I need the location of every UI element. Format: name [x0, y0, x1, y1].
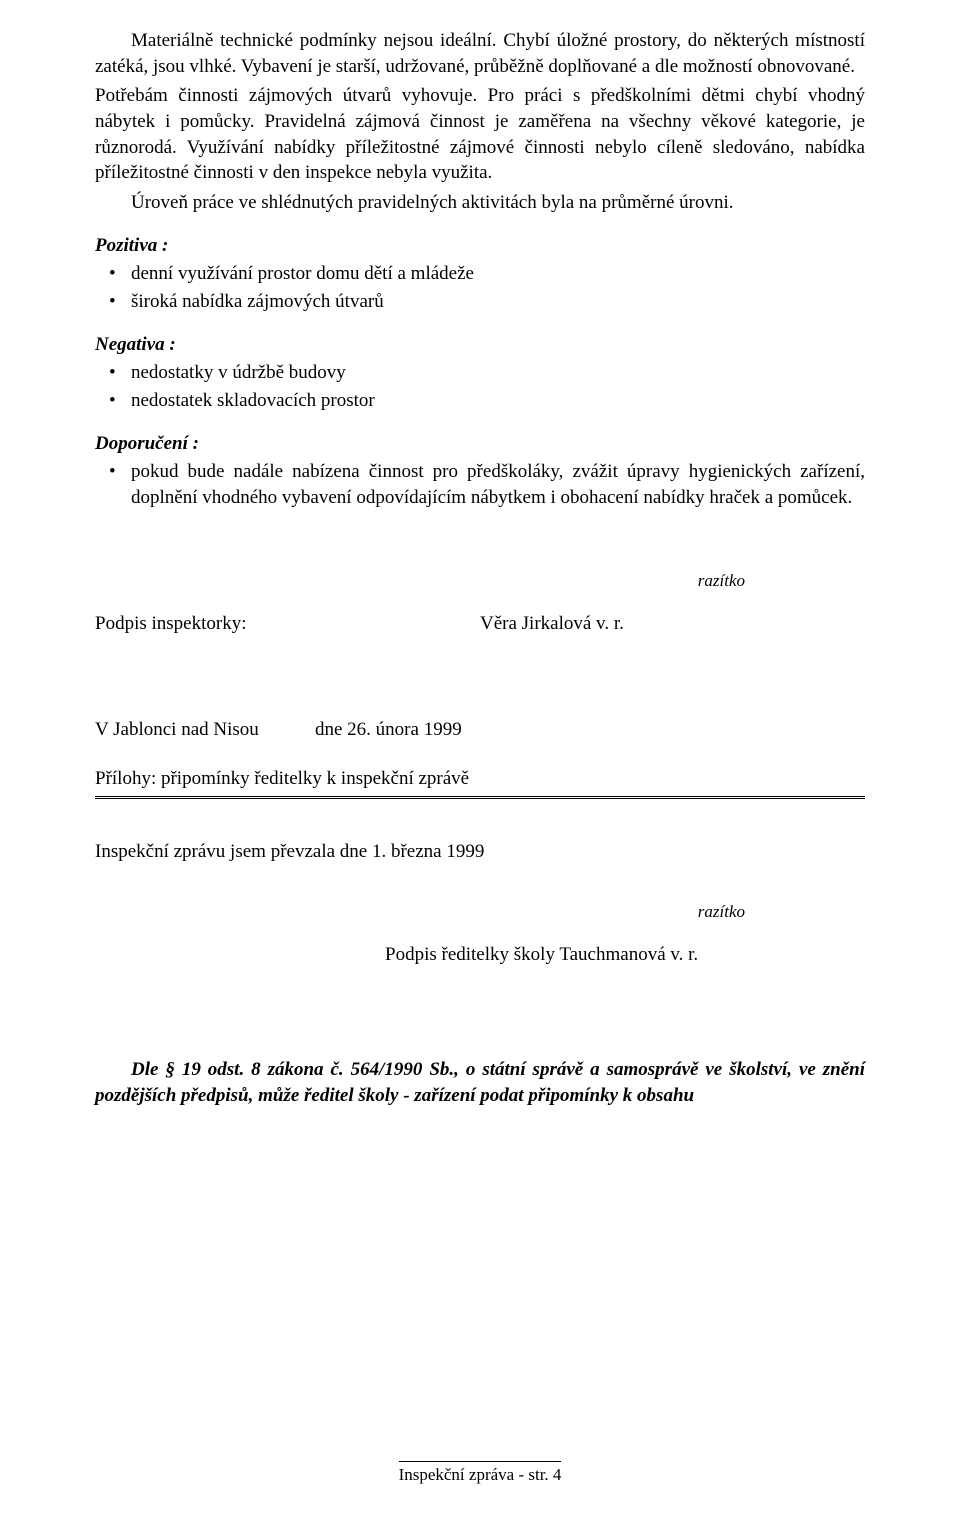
doporuceni-list: pokud bude nadále nabízena činnost pro p… — [95, 459, 865, 510]
inspector-signature-label: Podpis inspektorky: — [95, 611, 480, 637]
inspector-signature-name: Věra Jirkalová v. r. — [480, 611, 865, 637]
doporuceni-heading: Doporučení : — [95, 431, 865, 457]
list-item: pokud bude nadále nabízena činnost pro p… — [95, 459, 865, 510]
negativa-heading: Negativa : — [95, 332, 865, 358]
negativa-list: nedostatky v údržbě budovy nedostatek sk… — [95, 360, 865, 413]
attachments-line: Přílohy: připomínky ředitelky k inspekčn… — [95, 768, 469, 789]
page-footer: Inspekční zpráva - str. 4 — [0, 1461, 960, 1487]
list-item: denní využívání prostor domu dětí a mlád… — [95, 261, 865, 287]
paragraph-needs: Potřebám činnosti zájmových útvarů vyhov… — [95, 83, 865, 186]
principal-signature: Podpis ředitelky školy Tauchmanová v. r. — [385, 942, 865, 968]
paragraph-conditions: Materiálně technické podmínky nejsou ide… — [95, 28, 865, 79]
pozitiva-list: denní využívání prostor domu dětí a mlád… — [95, 261, 865, 314]
paragraph-level: Úroveň práce ve shlédnutých pravidelných… — [95, 190, 865, 216]
date-text: dne 26. února 1999 — [315, 717, 462, 743]
legal-text: Dle § 19 odst. 8 zákona č. 564/1990 Sb.,… — [95, 1057, 865, 1108]
stamp-label-2: razítko — [95, 901, 865, 924]
list-item: nedostatky v údržbě budovy — [95, 360, 865, 386]
attachments-line-wrap: Přílohy: připomínky ředitelky k inspekčn… — [95, 766, 865, 799]
pozitiva-heading: Pozitiva : — [95, 233, 865, 259]
place-date-row: V Jablonci nad Nisou dne 26. února 1999 — [95, 717, 865, 743]
list-item: nedostatek skladovacích prostor — [95, 388, 865, 414]
stamp-label-1: razítko — [95, 570, 865, 593]
inspector-signature-row: Podpis inspektorky: Věra Jirkalová v. r. — [95, 611, 865, 637]
footer-text: Inspekční zpráva - str. 4 — [399, 1461, 562, 1487]
receipt-line: Inspekční zprávu jsem převzala dne 1. bř… — [95, 839, 865, 865]
list-item: široká nabídka zájmových útvarů — [95, 289, 865, 315]
place-text: V Jablonci nad Nisou — [95, 717, 315, 743]
